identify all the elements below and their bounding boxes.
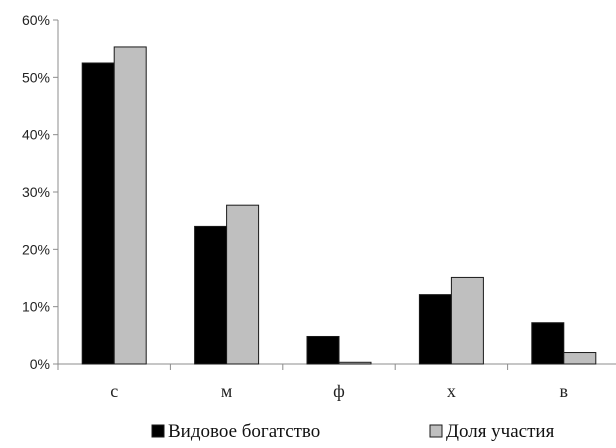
x-tick-label: с [110, 381, 118, 401]
legend-label-0: Видовое богатство [168, 421, 320, 442]
y-tick-label: 20% [22, 241, 50, 257]
bar-series-0-в [532, 323, 564, 364]
y-tick-label: 30% [22, 184, 50, 200]
x-tick-label: х [447, 381, 456, 401]
y-tick-label: 40% [22, 127, 50, 143]
y-axis-ticks: 0% 10% 20% 30% 40% 50% 60% [22, 12, 58, 372]
bar-series-0-м [195, 226, 227, 364]
bar-series-1-ф [339, 362, 371, 364]
legend-swatch-1 [430, 425, 442, 437]
bar-series-1-с [114, 47, 146, 364]
bar-series-1-в [564, 353, 596, 364]
x-tick-label: в [560, 381, 569, 401]
y-tick-label: 0% [30, 356, 50, 372]
x-tick-label: м [221, 381, 232, 401]
x-tick-label: ф [333, 381, 345, 401]
bar-series-1-х [451, 277, 483, 364]
bars [82, 47, 596, 364]
bar-series-0-с [82, 63, 114, 364]
plot-area: 0% 10% 20% 30% 40% 50% 60% с м ф х в [22, 12, 616, 401]
legend: Видовое богатство Доля участия [152, 421, 555, 442]
bar-series-0-х [419, 295, 451, 364]
legend-label-1: Доля участия [446, 421, 555, 442]
bar-series-1-м [227, 205, 259, 364]
bar-series-0-ф [307, 336, 339, 364]
y-tick-label: 50% [22, 69, 50, 85]
y-tick-label: 60% [22, 12, 50, 28]
legend-swatch-0 [152, 425, 164, 437]
y-tick-label: 10% [22, 299, 50, 315]
